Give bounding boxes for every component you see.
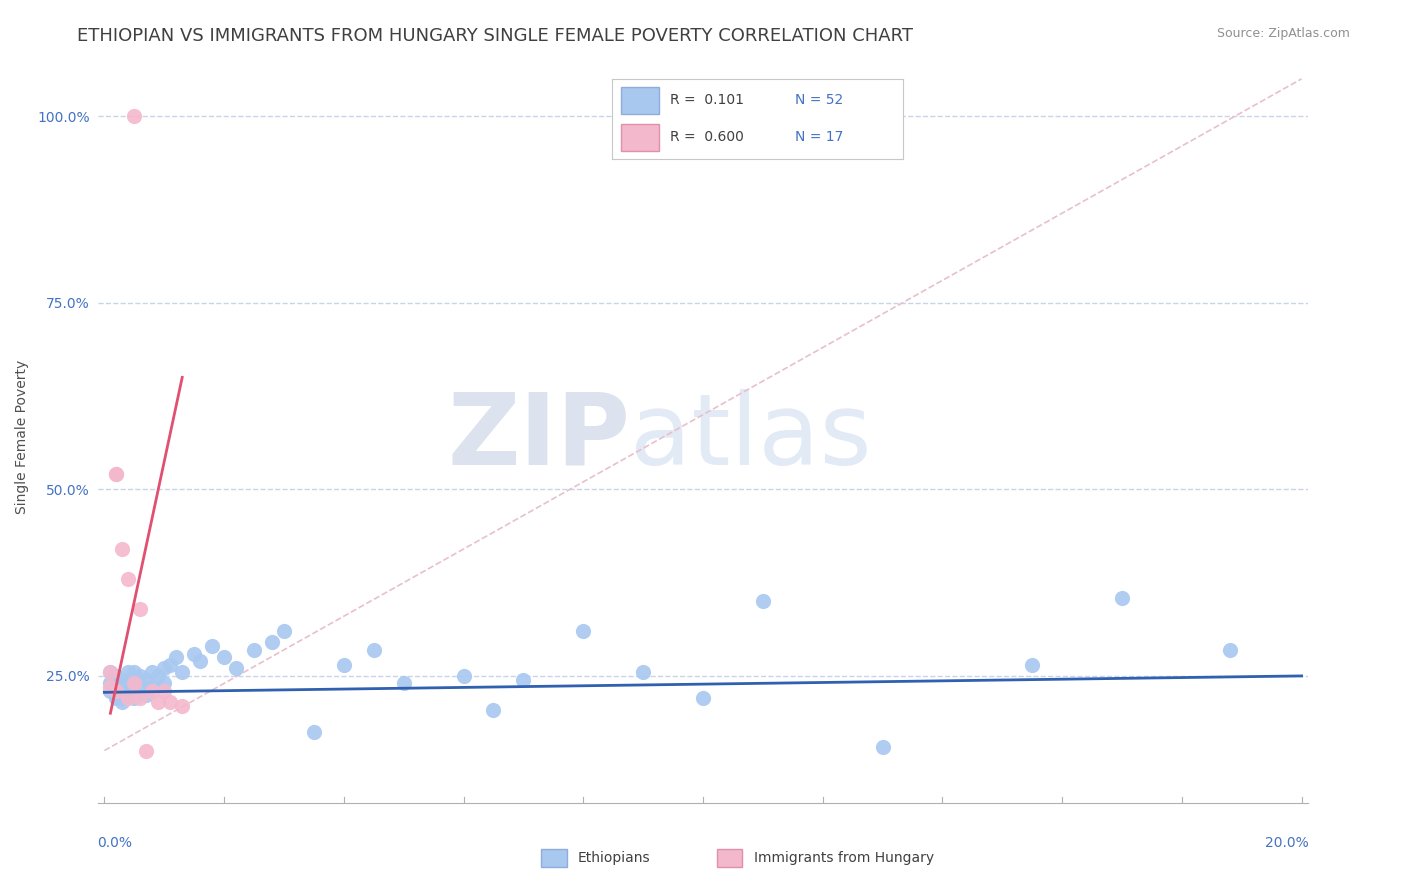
Text: 20.0%: 20.0% (1265, 836, 1309, 850)
Point (135, 688, 157, 702)
Text: atlas: atlas (630, 389, 872, 485)
Y-axis label: Single Female Poverty: Single Female Poverty (15, 360, 30, 514)
Point (453, 669, 475, 683)
Point (302, 725, 325, 739)
Point (159, 695, 181, 709)
Point (512, 673, 534, 687)
Point (129, 691, 152, 706)
Point (148, 695, 170, 709)
Point (111, 691, 134, 706)
Point (631, 665, 654, 680)
Point (117, 691, 139, 706)
Point (153, 661, 176, 675)
Point (482, 702, 505, 716)
Text: Immigrants from Hungary: Immigrants from Hungary (754, 851, 934, 865)
Point (135, 673, 157, 687)
Point (172, 665, 194, 680)
Point (117, 665, 139, 680)
Point (333, 657, 356, 672)
Point (105, 680, 128, 694)
Point (141, 680, 163, 694)
Point (172, 698, 194, 713)
Point (243, 642, 266, 657)
Point (100, 676, 122, 690)
Point (273, 624, 295, 639)
Point (260, 635, 283, 649)
Point (153, 683, 176, 698)
Point (141, 665, 163, 680)
Point (100, 683, 122, 698)
Text: Ethiopians: Ethiopians (578, 851, 651, 865)
Text: 0.0%: 0.0% (97, 836, 132, 850)
Point (183, 647, 205, 661)
Point (124, 665, 146, 680)
Point (148, 669, 170, 683)
Point (752, 594, 775, 608)
Point (188, 654, 211, 668)
Point (111, 673, 134, 687)
Point (124, 676, 146, 690)
Point (111, 683, 134, 698)
Point (572, 624, 595, 639)
Point (117, 688, 139, 702)
Point (135, 743, 157, 757)
Point (212, 650, 235, 665)
Point (1111, 591, 1133, 605)
Point (105, 467, 128, 482)
Point (117, 572, 139, 586)
Point (129, 680, 152, 694)
Point (124, 676, 146, 690)
Point (1219, 642, 1241, 657)
Point (201, 639, 224, 653)
Point (141, 683, 163, 698)
Point (105, 688, 128, 702)
Point (124, 109, 146, 123)
Point (105, 683, 128, 698)
Point (100, 680, 122, 694)
Point (100, 665, 122, 680)
Point (105, 669, 128, 683)
Text: ETHIOPIAN VS IMMIGRANTS FROM HUNGARY SINGLE FEMALE POVERTY CORRELATION CHART: ETHIOPIAN VS IMMIGRANTS FROM HUNGARY SIN… (77, 27, 914, 45)
Point (117, 676, 139, 690)
Point (1021, 657, 1043, 672)
Point (111, 695, 134, 709)
Point (872, 739, 894, 754)
Point (105, 467, 128, 482)
Point (111, 542, 134, 557)
Point (159, 657, 181, 672)
Point (392, 676, 415, 690)
Point (165, 650, 187, 665)
Text: ZIP: ZIP (447, 389, 630, 485)
Point (105, 691, 128, 706)
Point (153, 676, 176, 690)
Point (692, 691, 714, 706)
Point (124, 691, 146, 706)
Point (225, 661, 247, 675)
Point (100, 665, 122, 680)
Point (363, 642, 385, 657)
Point (129, 601, 152, 615)
Text: Source: ZipAtlas.com: Source: ZipAtlas.com (1216, 27, 1350, 40)
Point (129, 669, 152, 683)
